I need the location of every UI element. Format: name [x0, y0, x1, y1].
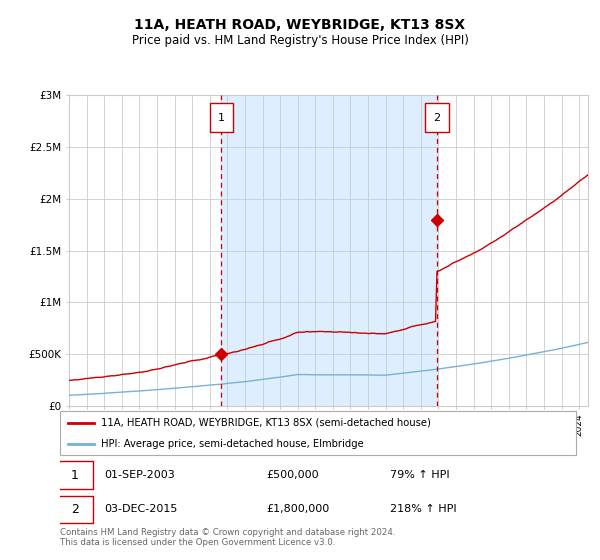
Text: 01-SEP-2003: 01-SEP-2003 — [104, 470, 175, 480]
Bar — [221, 95, 437, 406]
Text: Contains HM Land Registry data © Crown copyright and database right 2024.
This d: Contains HM Land Registry data © Crown c… — [60, 528, 395, 547]
FancyBboxPatch shape — [425, 103, 449, 133]
Text: HPI: Average price, semi-detached house, Elmbridge: HPI: Average price, semi-detached house,… — [101, 439, 364, 449]
Text: 2: 2 — [71, 503, 79, 516]
Text: 11A, HEATH ROAD, WEYBRIDGE, KT13 8SX: 11A, HEATH ROAD, WEYBRIDGE, KT13 8SX — [134, 18, 466, 32]
Text: 79% ↑ HPI: 79% ↑ HPI — [390, 470, 450, 480]
Text: 2: 2 — [433, 113, 440, 123]
FancyBboxPatch shape — [60, 411, 576, 455]
Text: Price paid vs. HM Land Registry's House Price Index (HPI): Price paid vs. HM Land Registry's House … — [131, 34, 469, 46]
Text: 11A, HEATH ROAD, WEYBRIDGE, KT13 8SX (semi-detached house): 11A, HEATH ROAD, WEYBRIDGE, KT13 8SX (se… — [101, 418, 431, 428]
Text: £1,800,000: £1,800,000 — [266, 505, 329, 514]
FancyBboxPatch shape — [209, 103, 233, 133]
Text: £500,000: £500,000 — [266, 470, 319, 480]
Text: 1: 1 — [218, 113, 225, 123]
FancyBboxPatch shape — [58, 461, 92, 489]
Text: 218% ↑ HPI: 218% ↑ HPI — [390, 505, 457, 514]
FancyBboxPatch shape — [58, 496, 92, 523]
Text: 03-DEC-2015: 03-DEC-2015 — [104, 505, 177, 514]
Text: 1: 1 — [71, 469, 79, 482]
